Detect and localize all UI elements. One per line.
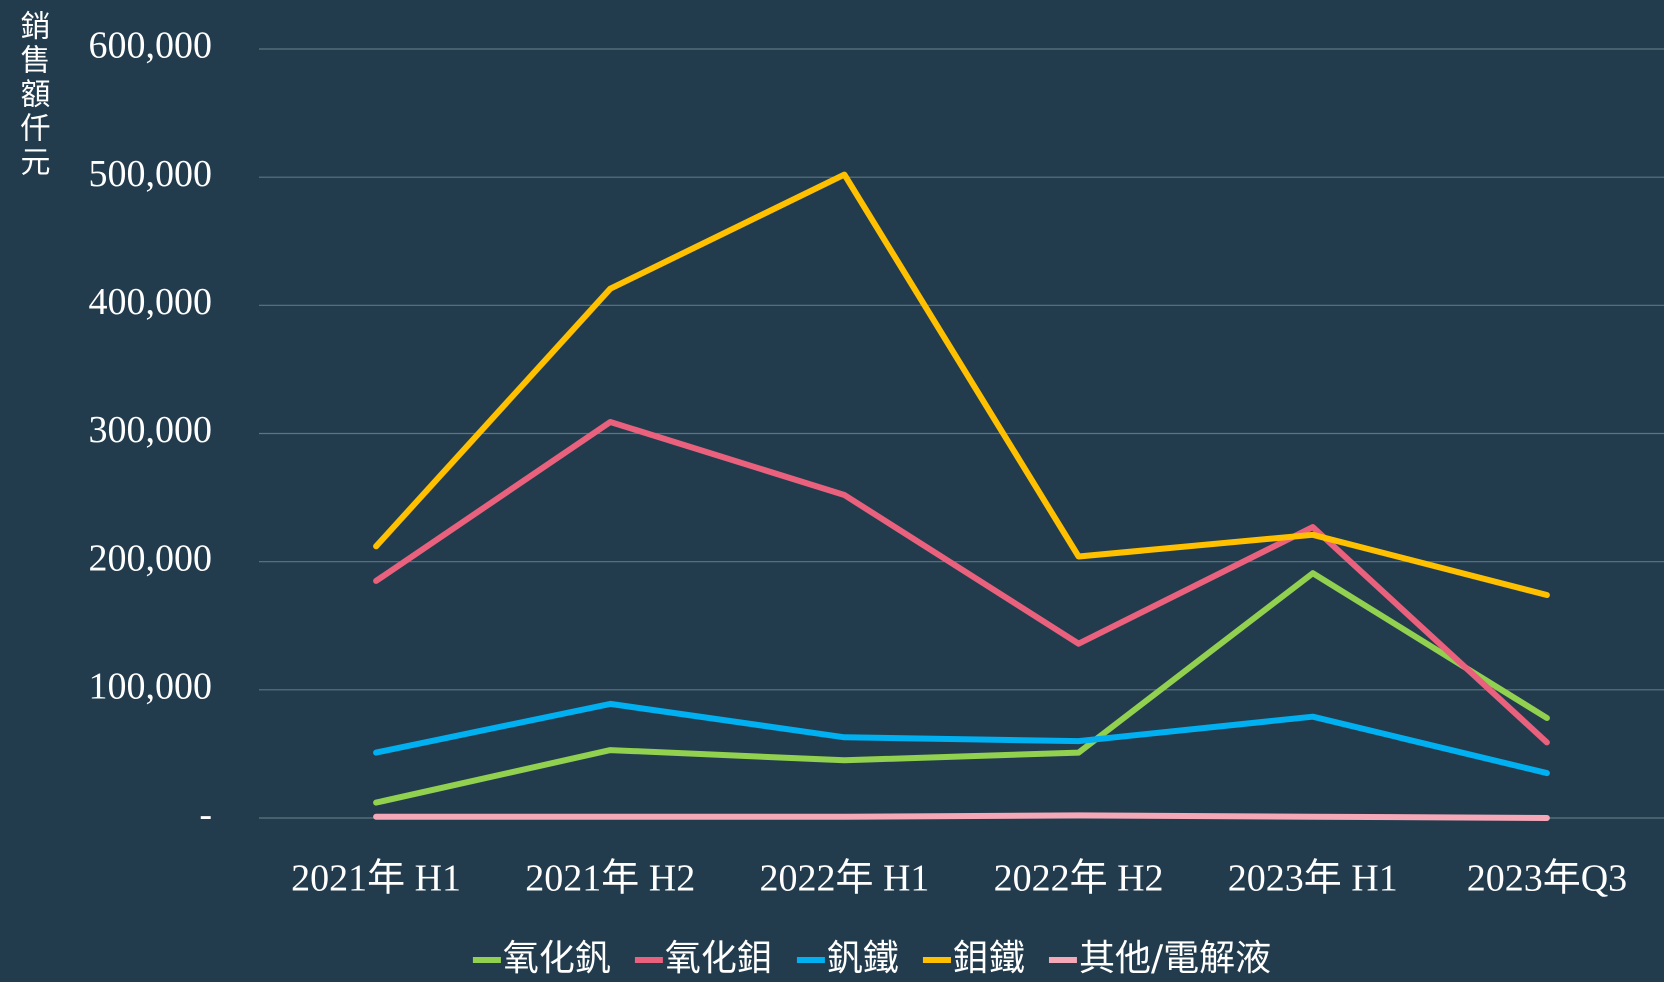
series-line bbox=[373, 700, 1550, 777]
series-line bbox=[373, 570, 1550, 806]
legend-label: 氧化釩 bbox=[503, 938, 611, 979]
series-line bbox=[373, 171, 1550, 598]
y-axis-label: 銷售額仟元 bbox=[15, 10, 51, 180]
legend-label: 氧化鉬 bbox=[665, 938, 773, 979]
x-tick-label: 2022年 H2 bbox=[994, 858, 1164, 900]
y-tick-label: 200,000 bbox=[89, 537, 213, 579]
legend-label: 鉬鐵 bbox=[953, 938, 1025, 979]
legend-label: 釩鐵 bbox=[827, 938, 899, 979]
x-tick-label: 2021年 H2 bbox=[525, 858, 695, 900]
y-tick-label: 600,000 bbox=[89, 25, 213, 67]
x-tick-label: 2023年Q3 bbox=[1467, 858, 1627, 900]
series-line bbox=[373, 812, 1550, 821]
x-tick-label: 2023年 H1 bbox=[1228, 858, 1398, 900]
x-tick-label: 2021年 H1 bbox=[291, 858, 461, 900]
y-tick-label: 100,000 bbox=[89, 666, 213, 708]
series-line bbox=[373, 419, 1550, 746]
y-tick-label: - bbox=[199, 794, 212, 836]
x-tick-label: 2022年 H1 bbox=[759, 858, 929, 900]
y-tick-label: 400,000 bbox=[89, 281, 213, 323]
legend-label: 其他/電解液 bbox=[1079, 938, 1271, 979]
y-tick-label: 500,000 bbox=[89, 153, 213, 195]
y-tick-label: 300,000 bbox=[89, 409, 213, 451]
